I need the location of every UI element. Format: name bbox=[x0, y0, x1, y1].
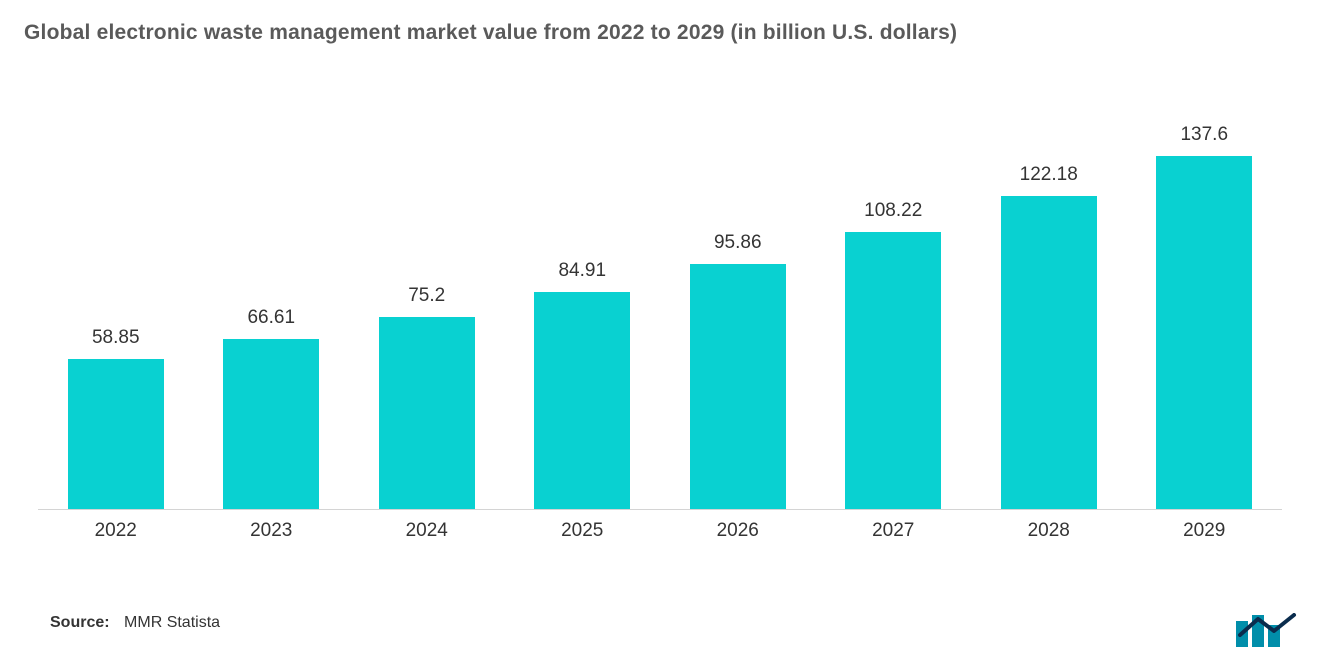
bar-value-label: 66.61 bbox=[247, 307, 295, 329]
brand-logo bbox=[1236, 613, 1298, 647]
x-axis-label: 2022 bbox=[95, 520, 137, 542]
bar-slot: 66.61 bbox=[194, 60, 350, 510]
x-axis-label: 2026 bbox=[717, 520, 759, 542]
x-axis-label: 2028 bbox=[1028, 520, 1070, 542]
chart-title: Global electronic waste management marke… bbox=[24, 21, 957, 45]
chart-container: Global electronic waste management marke… bbox=[0, 0, 1320, 665]
bar-slot: 75.2 bbox=[349, 60, 505, 510]
bar: 84.91 bbox=[534, 292, 630, 510]
bars-group: 58.85 66.61 75.2 84.91 95.86 108.22 122.18 137.… bbox=[38, 60, 1282, 510]
bar-slot: 122.18 bbox=[971, 60, 1127, 510]
x-axis-label: 2024 bbox=[406, 520, 448, 542]
bar-value-label: 108.22 bbox=[864, 200, 922, 222]
source-label: Source: bbox=[50, 614, 110, 631]
bar: 108.22 bbox=[845, 232, 941, 510]
x-axis-label: 2025 bbox=[561, 520, 603, 542]
bar: 75.2 bbox=[379, 317, 475, 510]
bar-value-label: 95.86 bbox=[714, 232, 762, 254]
x-axis-label: 2029 bbox=[1183, 520, 1225, 542]
bar-slot: 84.91 bbox=[505, 60, 661, 510]
bar-slot: 108.22 bbox=[816, 60, 972, 510]
bar-slot: 58.85 bbox=[38, 60, 194, 510]
bar-slot: 137.6 bbox=[1127, 60, 1283, 510]
bar: 137.6 bbox=[1156, 156, 1252, 510]
bar: 66.61 bbox=[223, 339, 319, 510]
x-axis-label: 2023 bbox=[250, 520, 292, 542]
bar-value-label: 84.91 bbox=[558, 260, 606, 282]
bar-value-label: 58.85 bbox=[92, 327, 140, 349]
source-value: MMR Statista bbox=[124, 614, 220, 631]
bar-value-label: 122.18 bbox=[1020, 164, 1078, 186]
bar: 95.86 bbox=[690, 264, 786, 510]
bar: 58.85 bbox=[68, 359, 164, 510]
bar: 122.18 bbox=[1001, 196, 1097, 510]
bar-value-label: 75.2 bbox=[408, 285, 445, 307]
source-attribution: Source: MMR Statista bbox=[50, 614, 220, 632]
x-axis-label: 2027 bbox=[872, 520, 914, 542]
x-axis-baseline bbox=[38, 509, 1282, 510]
mordor-logo-icon bbox=[1236, 613, 1298, 647]
x-axis-labels: 2022 2023 2024 2025 2026 2027 2028 2029 bbox=[38, 520, 1282, 550]
bar-value-label: 137.6 bbox=[1180, 124, 1228, 146]
plot-area: 58.85 66.61 75.2 84.91 95.86 108.22 122.18 137.… bbox=[38, 60, 1282, 510]
bar-slot: 95.86 bbox=[660, 60, 816, 510]
